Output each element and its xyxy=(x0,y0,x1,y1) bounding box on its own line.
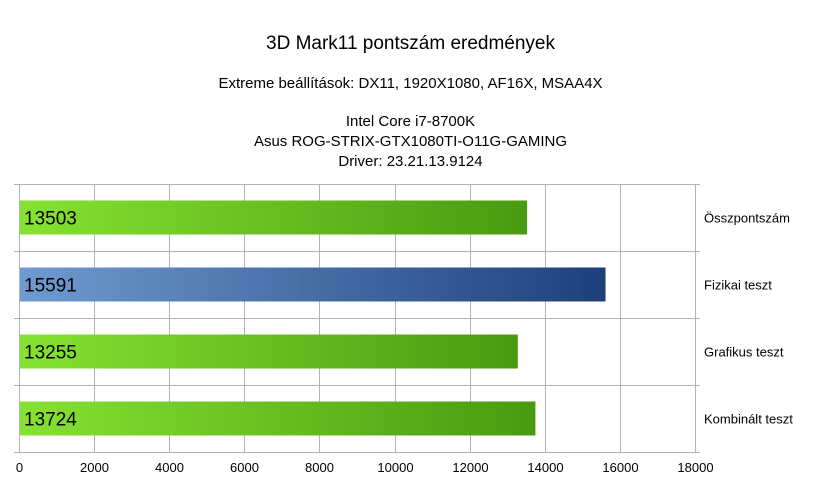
x-tick-label: 12000 xyxy=(452,460,488,475)
x-tick-label: 4000 xyxy=(155,460,184,475)
chart-subtitle-gpu: Asus ROG-STRIX-GTX1080TI-O11G-GAMING xyxy=(253,133,568,150)
category-label: Fizikai teszt xyxy=(704,278,772,293)
chart-subtitle-driver: Driver: 23.21.13.9124 xyxy=(338,153,483,170)
x-tick-label: 6000 xyxy=(230,460,259,475)
data-label: 13503 xyxy=(24,209,77,230)
x-tick-label: 0 xyxy=(16,460,23,475)
x-tick-label: 16000 xyxy=(602,460,638,475)
category-label: Összpontszám xyxy=(704,211,790,226)
x-tick-label: 8000 xyxy=(305,460,334,475)
category-label: Grafikus teszt xyxy=(704,345,784,360)
chart-subtitle-cpu: Intel Core i7-8700K xyxy=(345,113,476,130)
data-label: 13724 xyxy=(24,410,77,431)
data-label: 13255 xyxy=(24,343,77,364)
bar-1 xyxy=(20,267,606,302)
chart-title: 3D Mark11 pontszám eredmények xyxy=(266,33,555,54)
bar-layer xyxy=(20,200,606,436)
bar-3 xyxy=(20,401,536,436)
x-tick-label: 2000 xyxy=(80,460,109,475)
bar-0 xyxy=(20,200,528,235)
category-label: Kombinált teszt xyxy=(704,412,793,427)
chart-subtitle-settings: Extreme beállítások: DX11, 1920X1080, AF… xyxy=(218,75,603,92)
x-tick-label: 10000 xyxy=(377,460,413,475)
label-layer: 0 2000 4000 6000 8000 10000 12000 14000 16000 180… xyxy=(16,209,793,476)
x-tick-label: 14000 xyxy=(527,460,563,475)
data-label: 15591 xyxy=(24,276,77,297)
bar-2 xyxy=(20,334,518,369)
x-tick-label: 18000 xyxy=(677,460,713,475)
